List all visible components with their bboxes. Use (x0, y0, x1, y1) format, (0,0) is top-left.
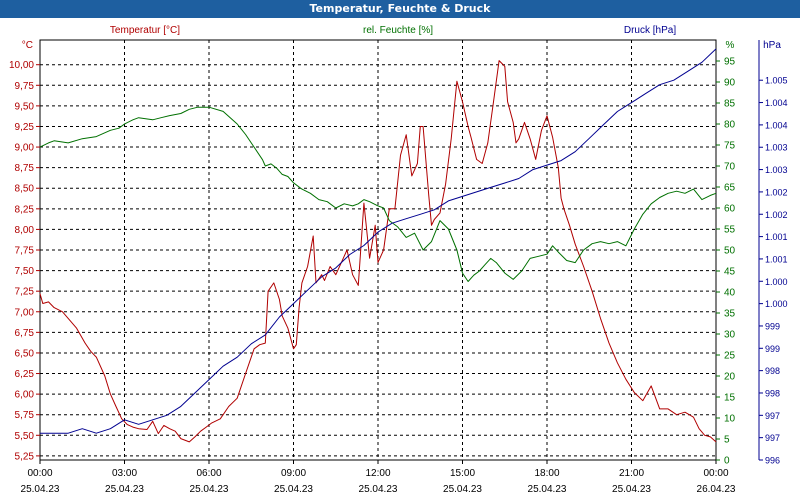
humidity-tick-label: 80 (724, 120, 736, 131)
x-tick-time: 15:00 (450, 468, 475, 479)
humidity-tick-label: 65 (724, 183, 736, 194)
pressure-tick-label: 1.000 (765, 277, 788, 287)
humidity-tick-label: 25 (724, 351, 736, 362)
humidity-tick-label: 45 (724, 267, 736, 278)
temperature-tick-label: 9,50 (15, 101, 35, 112)
humidity-tick-label: 5 (724, 435, 730, 446)
x-tick-date: 25.04.23 (612, 484, 651, 495)
x-tick-time: 21:00 (619, 468, 644, 479)
pressure-tick-label: 999 (765, 344, 780, 354)
series-lines (39, 48, 717, 443)
series-temperature-line (39, 60, 717, 443)
humidity-tick-label: 35 (724, 309, 736, 320)
series-pressure-line (40, 48, 717, 434)
temperature-tick-label: 6,25 (15, 369, 35, 380)
x-tick-date: 25.04.23 (359, 484, 398, 495)
pressure-tick-label: 998 (765, 366, 780, 376)
humidity-tick-label: 55 (724, 225, 736, 236)
window-title: Temperatur, Feuchte & Druck (309, 2, 491, 15)
temperature-tick-label: 8,25 (15, 204, 35, 215)
legend-temperature: Temperatur [°C] (110, 25, 180, 36)
temperature-tick-label: 8,50 (15, 184, 35, 195)
axes: 00:00 25.04.23 03:00 25.04.23 06:00 25.04.23 0… (9, 40, 788, 495)
pressure-tick-label: 1.003 (765, 165, 788, 175)
series-humidity-line (39, 106, 717, 282)
x-tick-date: 25.04.23 (105, 484, 144, 495)
pressure-tick-label: 1.002 (765, 187, 788, 197)
temperature-tick-label: 7,50 (15, 266, 35, 277)
humidity-tick-label: 30 (724, 330, 736, 341)
x-tick-date: 26.04.23 (697, 484, 736, 495)
x-tick-date: 25.04.23 (443, 484, 482, 495)
pressure-tick-label: 1.001 (765, 254, 788, 264)
humidity-tick-label: 40 (724, 288, 736, 299)
pressure-tick-label: 1.004 (765, 98, 788, 108)
x-tick-time: 03:00 (112, 468, 137, 479)
pressure-tick-label: 997 (765, 433, 780, 443)
x-tick-date: 25.04.23 (528, 484, 567, 495)
x-tick-date: 25.04.23 (190, 484, 229, 495)
humidity-tick-label: 90 (724, 78, 736, 89)
temperature-tick-label: 5,25 (15, 451, 35, 462)
humidity-tick-label: 0 (724, 456, 730, 467)
temperature-tick-label: 7,75 (15, 246, 35, 257)
humidity-tick-label: 50 (724, 246, 736, 257)
temperature-tick-label: 8,00 (15, 225, 35, 236)
x-tick-time: 12:00 (365, 468, 390, 479)
humidity-tick-label: 75 (724, 141, 736, 152)
temperature-tick-label: 5,75 (15, 410, 35, 421)
x-tick-date: 25.04.23 (274, 484, 313, 495)
temperature-tick-label: 9,00 (15, 143, 35, 154)
pressure-tick-label: 1.002 (765, 210, 788, 220)
pressure-tick-label: 997 (765, 411, 780, 421)
pressure-tick-label: 1.004 (765, 120, 788, 130)
temperature-tick-label: 8,75 (15, 163, 35, 174)
temperature-tick-label: 7,25 (15, 287, 35, 298)
legend-pressure: Druck [hPa] (624, 25, 676, 36)
humidity-tick-label: 70 (724, 162, 736, 173)
temperature-tick-label: 9,75 (15, 81, 35, 92)
x-tick-time: 09:00 (281, 468, 306, 479)
x-tick-time: 18:00 (534, 468, 559, 479)
temperature-tick-label: 5,50 (15, 431, 35, 442)
temperature-tick-label: 7,00 (15, 307, 35, 318)
pressure-tick-label: 1.003 (765, 143, 788, 153)
humidity-tick-label: 85 (724, 99, 736, 110)
humidity-tick-label: 95 (724, 57, 736, 68)
temperature-tick-label: 6,00 (15, 390, 35, 401)
humidity-unit-label: % (726, 40, 735, 51)
humidity-tick-label: 10 (724, 414, 736, 425)
temperature-tick-label: 10,00 (9, 60, 34, 71)
window-title-bar: Temperatur, Feuchte & Druck (0, 0, 800, 18)
pressure-unit-label: hPa (763, 40, 781, 51)
grid-lines (40, 40, 716, 460)
pressure-tick-label: 998 (765, 388, 780, 398)
pressure-tick-label: 1.000 (765, 299, 788, 309)
temperature-tick-label: 6,75 (15, 328, 35, 339)
humidity-tick-label: 20 (724, 372, 736, 383)
pressure-tick-label: 996 (765, 456, 780, 466)
x-tick-time: 00:00 (27, 468, 52, 479)
pressure-tick-label: 1.001 (765, 232, 788, 242)
x-tick-date: 25.04.23 (21, 484, 60, 495)
x-tick-time: 00:00 (703, 468, 728, 479)
pressure-tick-label: 1.005 (765, 76, 788, 86)
temperature-tick-label: 6,50 (15, 348, 35, 359)
humidity-tick-label: 15 (724, 393, 736, 404)
x-tick-time: 06:00 (196, 468, 221, 479)
legend-humidity: rel. Feuchte [%] (363, 25, 433, 36)
humidity-tick-label: 60 (724, 204, 736, 215)
pressure-tick-label: 999 (765, 321, 780, 331)
temperature-unit-label: °C (22, 40, 33, 51)
temperature-tick-label: 9,25 (15, 122, 35, 133)
